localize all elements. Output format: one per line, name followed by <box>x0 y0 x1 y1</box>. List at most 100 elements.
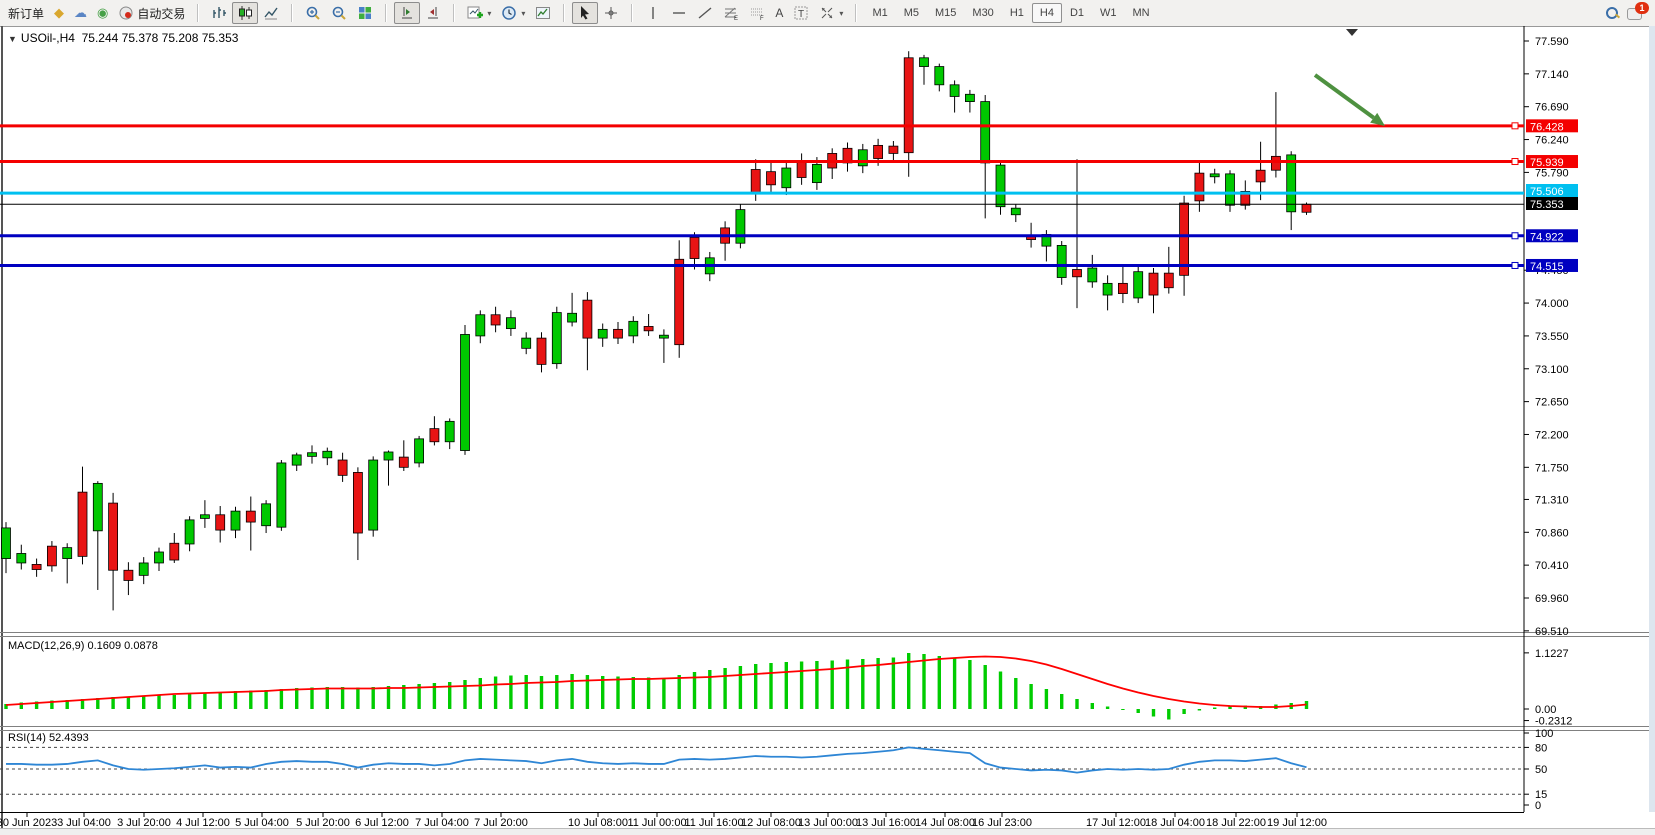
macd-histogram-bar <box>662 678 666 709</box>
candle <box>995 164 1006 208</box>
candle <box>735 209 746 244</box>
time-tick-label[interactable]: 11 Jul 00:00 <box>627 817 686 828</box>
macd-histogram-bar <box>539 676 544 709</box>
price-tick-label: 69.510 <box>1535 626 1569 638</box>
time-tick-label[interactable]: 10 Jul 08:00 <box>568 817 628 828</box>
time-tick-label[interactable]: 5 Jul 04:00 <box>235 817 289 828</box>
label-icon[interactable]: T <box>788 2 814 24</box>
candle <box>31 564 42 570</box>
price-tag <box>1526 119 1578 133</box>
tf-m15[interactable]: M15 <box>935 7 957 19</box>
price-tag-label: 76.428 <box>1530 121 1564 133</box>
tf-w1[interactable]: W1 <box>1100 7 1117 19</box>
vertical-line-icon[interactable] <box>640 2 666 24</box>
time-tick-label[interactable]: 3 Jul 20:00 <box>117 817 171 828</box>
macd-histogram-bar <box>463 680 467 709</box>
tf-m1[interactable]: M1 <box>872 7 888 19</box>
macd-histogram-bar <box>1197 709 1202 711</box>
annotation-arrow[interactable] <box>1313 73 1375 120</box>
text-icon[interactable]: A <box>775 6 784 20</box>
gold-stack-icon[interactable]: ◆ <box>54 5 65 20</box>
crosshair-icon[interactable] <box>598 2 624 24</box>
tile-windows-icon[interactable] <box>352 2 378 24</box>
period-clock-icon[interactable]: ▾ <box>496 2 530 24</box>
price-tick-label: 77.590 <box>1535 36 1569 48</box>
candle <box>1255 169 1266 183</box>
line-handle[interactable] <box>1511 122 1519 130</box>
candle <box>77 491 88 557</box>
candle <box>613 328 623 339</box>
time-tick-label[interactable]: 19 Jul 12:00 <box>1267 817 1327 828</box>
annotation-arrow-head <box>1370 112 1385 126</box>
macd-histogram-bar <box>1228 706 1232 709</box>
time-tick-label[interactable]: 18 Jul 22:00 <box>1206 817 1266 828</box>
time-tick-label[interactable]: 13 Jul 16:00 <box>856 817 916 828</box>
time-tick-label[interactable]: 12 Jul 08:00 <box>741 817 801 828</box>
macd-histogram-bar <box>631 677 635 709</box>
shift-back-icon[interactable] <box>420 2 446 24</box>
time-tick-label[interactable]: 30 Jun 2023 <box>0 817 57 828</box>
line-handle[interactable] <box>1511 232 1519 240</box>
chart-canvas[interactable]: 77.59077.14076.69076.24075.79074.45074.0… <box>0 26 1655 828</box>
trader-cloud-icon[interactable]: ☁ <box>74 5 88 20</box>
fibo-icon[interactable]: E <box>718 2 744 24</box>
candle <box>812 163 822 184</box>
shift-end-icon[interactable] <box>394 2 421 24</box>
time-tick-label[interactable]: 4 Jul 12:00 <box>176 817 230 828</box>
time-tick-label[interactable]: 16 Jul 23:00 <box>972 817 1032 828</box>
time-tick-label[interactable]: 11 Jul 16:00 <box>684 817 743 828</box>
bar-chart-icon[interactable] <box>206 2 232 24</box>
add-indicator-icon[interactable]: ▾ <box>462 2 496 24</box>
tf-d1[interactable]: D1 <box>1069 7 1084 19</box>
time-tick-label[interactable]: 6 Jul 12:00 <box>355 817 409 828</box>
candle <box>674 258 685 346</box>
tf-mn[interactable]: MN <box>1132 7 1150 19</box>
shift-marker-icon[interactable] <box>1346 29 1358 36</box>
svg-text:E: E <box>734 16 738 21</box>
macd-indicator-label: MACD(12,26,9) 0.1609 0.0878 <box>8 640 158 652</box>
new-order-button[interactable]: 新订单 <box>3 2 49 25</box>
line-handle[interactable] <box>1511 261 1519 269</box>
time-tick-label[interactable]: 18 Jul 04:00 <box>1145 817 1205 828</box>
macd-histogram-bar <box>754 664 758 709</box>
candle <box>245 510 256 523</box>
autotrading-button[interactable]: 自动交易 <box>113 2 190 25</box>
time-tick-label[interactable]: 14 Jul 08:00 <box>915 817 975 828</box>
autotrading-icon <box>118 5 134 21</box>
horizontal-line-icon[interactable] <box>666 2 692 24</box>
time-tick-label[interactable]: 7 Jul 20:00 <box>474 817 528 828</box>
chart-properties-icon[interactable] <box>530 2 556 24</box>
trendline-icon[interactable] <box>692 2 718 24</box>
line-handle[interactable] <box>1511 158 1519 166</box>
notifications-button[interactable]: 1 <box>1627 2 1649 21</box>
macd-histogram-bar <box>34 701 39 709</box>
signal-icon[interactable]: ◉ <box>97 5 109 20</box>
macd-histogram-bar <box>80 699 85 709</box>
candle <box>261 503 272 527</box>
tf-h1[interactable]: H1 <box>1009 7 1024 19</box>
time-tick-label[interactable]: 3 Jul 04:00 <box>57 817 111 828</box>
time-tick-label[interactable]: 7 Jul 04:00 <box>415 817 469 828</box>
tf-m30[interactable]: M30 <box>972 7 994 19</box>
chart-menu-triangle-icon[interactable]: ▼ <box>8 34 17 44</box>
zoom-in-icon[interactable] <box>300 2 326 24</box>
candle <box>108 502 118 571</box>
macd-histogram-bar <box>142 696 146 709</box>
candle <box>429 428 440 443</box>
scrollbar-strip[interactable] <box>0 828 1655 835</box>
line-chart-icon[interactable] <box>258 2 284 24</box>
time-tick-label[interactable]: 5 Jul 20:00 <box>296 817 350 828</box>
time-tick-label[interactable]: 13 Jul 00:00 <box>798 817 858 828</box>
candlestick-icon[interactable] <box>232 2 259 24</box>
tf-m5[interactable]: M5 <box>903 7 919 19</box>
macd-histogram-bar <box>264 690 268 709</box>
rsi-tick-label: 80 <box>1535 742 1547 754</box>
macd-histogram-bar <box>983 665 987 709</box>
grid-fibo-icon[interactable]: F <box>744 2 770 24</box>
time-tick-label[interactable]: 17 Jul 12:00 <box>1086 817 1146 828</box>
cursor-icon[interactable] <box>572 2 599 24</box>
tf-h4[interactable]: H4 <box>1031 3 1062 23</box>
zoom-out-icon[interactable] <box>326 2 352 24</box>
arrows-icon[interactable]: ▾ <box>814 2 848 24</box>
search-icon[interactable] <box>1605 6 1619 20</box>
